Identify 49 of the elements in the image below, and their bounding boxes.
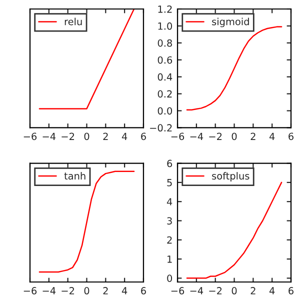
y-tick-label: 0.8 <box>158 39 172 47</box>
x-tick-label: 2 <box>250 287 256 294</box>
legend-label: tanh <box>64 172 86 180</box>
y-tick-label: 0.6 <box>158 56 172 64</box>
y-tick-label: 0.4 <box>158 73 172 81</box>
y-tick-label: −0.2 <box>150 124 172 132</box>
y-tick-label: 0 <box>167 274 172 282</box>
x-tick-label: 2 <box>103 132 108 140</box>
x-tick-label: 0 <box>232 132 237 140</box>
x-tick-label: 0 <box>84 132 90 140</box>
x-tick-label: −2 <box>209 132 222 140</box>
x-tick-label: −2 <box>62 132 74 140</box>
y-tick-label: 0.0 <box>158 107 172 115</box>
x-tick-label: 6 <box>141 132 146 140</box>
y-tick-label: 2 <box>167 236 172 244</box>
x-tick-label: 6 <box>141 287 146 294</box>
x-tick-label: −6 <box>24 132 37 140</box>
y-tick-label: 6 <box>167 160 172 168</box>
y-tick-label: 0.2 <box>158 90 172 98</box>
y-tick-label: 5 <box>167 179 172 186</box>
x-tick-label: 2 <box>103 287 108 294</box>
x-tick-label: 6 <box>288 287 294 294</box>
x-tick-label: −6 <box>171 132 184 140</box>
x-tick-label: −4 <box>42 132 56 140</box>
y-tick-label: 1.0 <box>158 22 172 30</box>
x-tick-label: −6 <box>24 287 37 294</box>
x-tick-label: −6 <box>171 287 184 294</box>
x-tick-label: 4 <box>122 287 128 294</box>
x-tick-label: 4 <box>269 287 275 294</box>
x-tick-label: 0 <box>84 287 90 294</box>
line-series <box>186 182 282 279</box>
x-tick-label: −4 <box>190 132 204 140</box>
x-tick-label: 4 <box>122 132 128 140</box>
y-tick-label: 3 <box>167 217 172 225</box>
x-tick-label: 0 <box>232 287 237 294</box>
y-tick-label: 1.2 <box>158 5 172 13</box>
legend-label: softplus <box>212 172 250 182</box>
x-tick-label: 2 <box>250 132 256 140</box>
legend-label: sigmoid <box>212 18 249 28</box>
x-tick-label: −4 <box>42 287 56 294</box>
x-tick-label: −2 <box>209 287 222 294</box>
y-tick-label: 1 <box>168 256 172 263</box>
x-tick-label: 4 <box>269 132 275 140</box>
x-tick-label: −4 <box>190 287 204 294</box>
x-tick-label: −2 <box>62 287 74 294</box>
y-tick-label: 4 <box>166 198 172 206</box>
line-series <box>186 26 282 111</box>
x-tick-label: 6 <box>288 132 294 140</box>
legend-label: relu <box>64 18 82 26</box>
